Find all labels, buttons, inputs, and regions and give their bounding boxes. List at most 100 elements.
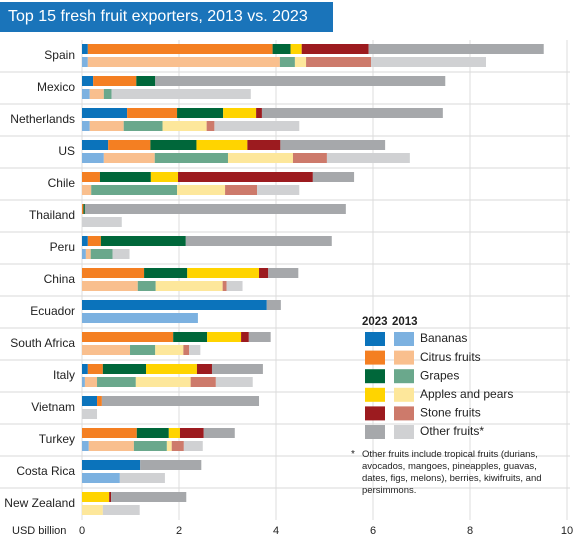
y-tick-label: Turkey (39, 432, 75, 446)
bar-segment (215, 377, 253, 387)
bar-segment (82, 172, 100, 182)
bar-segment (100, 236, 186, 246)
bar-segment (82, 377, 85, 387)
bar-segment (82, 281, 138, 291)
bar-segment (312, 172, 355, 182)
legend-swatch (394, 425, 414, 439)
bar-segment (185, 236, 332, 246)
bar-segment (173, 332, 208, 342)
bar-segment (268, 268, 299, 278)
legend-label: Apples and pears (420, 387, 513, 401)
bar-segment (91, 185, 178, 195)
bar-segment (306, 57, 372, 67)
y-tick-label: Ecuador (30, 304, 75, 318)
bar-segment (136, 76, 156, 86)
legend-swatch (394, 369, 414, 384)
bar-segment (150, 140, 197, 150)
bar-segment (178, 172, 313, 182)
bar-segment (82, 249, 86, 259)
bar-segment (154, 153, 228, 163)
bar-segment (222, 281, 227, 291)
bar-segment (171, 441, 184, 451)
bar-segment (88, 441, 134, 451)
bar-segment (82, 460, 141, 470)
bar-segment (87, 57, 280, 67)
bar-segment (189, 345, 201, 355)
chart-title: Top 15 fresh fruit exporters, 2013 vs. 2… (8, 8, 308, 25)
bar-segment (279, 57, 295, 67)
note-marker: * (351, 449, 355, 460)
x-tick-label: 4 (273, 525, 279, 537)
bar-segment (196, 140, 248, 150)
y-tick-label: Vietnam (31, 400, 75, 414)
bar-segment (101, 396, 260, 406)
bar-segment (257, 185, 300, 195)
bar-segment (82, 473, 120, 483)
y-tick-label: Thailand (29, 208, 75, 222)
x-tick-label: 2 (176, 525, 182, 537)
bar-segment (166, 441, 172, 451)
bar-segment (326, 153, 410, 163)
y-tick-label: Italy (53, 368, 75, 382)
bar-segment (82, 236, 88, 246)
bar-segment (155, 76, 446, 86)
legend-swatch (394, 350, 414, 365)
bar-segment (82, 57, 88, 67)
bar-segment (225, 185, 258, 195)
bar-segment (140, 460, 202, 470)
bar-segment (294, 57, 307, 67)
legend-swatch (365, 350, 385, 365)
bar-segment (82, 140, 109, 150)
legend-label: Citrus fruits (420, 350, 481, 364)
bar-segment (177, 185, 226, 195)
bar-segment (84, 377, 98, 387)
bar-segment (89, 121, 124, 131)
y-tick-label: New Zealand (4, 496, 75, 510)
bar-segment (136, 428, 169, 438)
bar-segment (280, 140, 386, 150)
bar-segment (93, 76, 137, 86)
bar-segment (111, 492, 187, 502)
legend-year: 2023 (362, 316, 388, 328)
bar-segment (155, 345, 184, 355)
bar-segment (272, 44, 291, 54)
y-tick-label: US (58, 144, 75, 158)
bar-segment (190, 377, 216, 387)
bar-segment (368, 44, 544, 54)
bar-segment (183, 345, 190, 355)
bar-segment (227, 153, 293, 163)
y-tick-label: South Africa (10, 336, 75, 350)
bar-segment (82, 345, 131, 355)
bar-segment (133, 441, 167, 451)
bar-segment (82, 364, 88, 374)
bar-segment (82, 268, 145, 278)
bar-segment (82, 76, 94, 86)
legend-label: Other fruits* (420, 424, 484, 438)
bar-segment (97, 396, 102, 406)
legend-swatch (394, 387, 414, 402)
bar-segment (82, 185, 92, 195)
bar-segment (102, 505, 140, 515)
legend-label: Stone fruits (420, 406, 481, 420)
x-tick-label: 6 (370, 525, 376, 537)
bar-segment (130, 345, 156, 355)
bar-segment (82, 300, 267, 310)
bar-segment (183, 441, 203, 451)
bar-segment (90, 249, 113, 259)
title-bar (0, 2, 333, 32)
bar-segment (82, 217, 122, 227)
y-tick-label: Spain (44, 48, 75, 62)
bar-segment (290, 44, 302, 54)
bar-segment (82, 332, 174, 342)
legend-swatch (394, 332, 414, 346)
y-tick-label: Peru (50, 240, 75, 254)
bar-segment (82, 492, 110, 502)
x-tick-label: 0 (79, 525, 85, 537)
bar-segment (179, 428, 204, 438)
bar-segment (256, 108, 262, 118)
bar-segment (109, 492, 112, 502)
bar-segment (84, 204, 346, 214)
bar-segment (248, 332, 271, 342)
